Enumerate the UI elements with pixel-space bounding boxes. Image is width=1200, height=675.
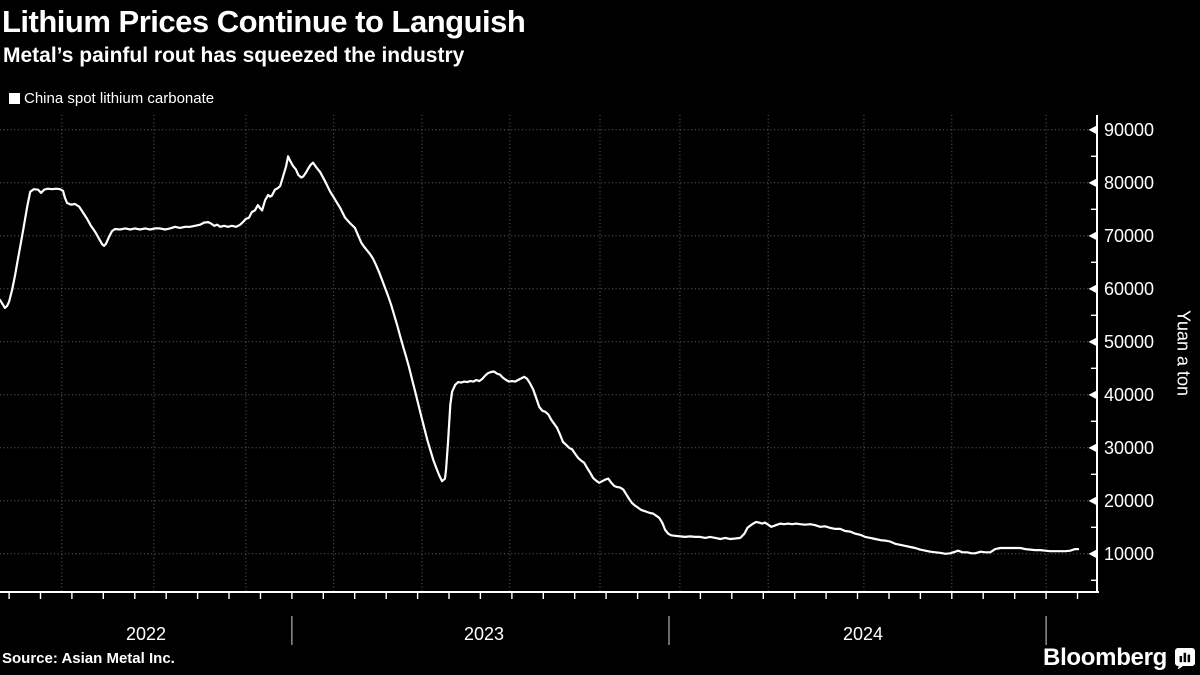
source-note: Source: Asian Metal Inc. (2, 650, 175, 667)
y-tick-label: 60000 (1104, 279, 1155, 299)
y-major-tick-arrow (1088, 337, 1097, 347)
y-tick-label: 20000 (1104, 491, 1155, 511)
x-year-label: 2022 (125, 624, 167, 644)
y-major-tick-arrow (1088, 284, 1097, 294)
chart-title: Lithium Prices Continue to Languish (2, 4, 526, 39)
legend-swatch-icon (9, 93, 20, 104)
price-line (0, 155, 1080, 555)
y-tick-label: 30000 (1104, 438, 1155, 458)
y-major-tick-arrow (1088, 231, 1097, 241)
y-tick-label: 50000 (1104, 332, 1155, 352)
y-tick-label: 10000 (1104, 544, 1155, 564)
y-major-tick-arrow (1088, 178, 1097, 188)
y-major-tick-arrow (1088, 443, 1097, 453)
y-major-tick-arrow (1088, 496, 1097, 506)
y-major-tick-arrow (1088, 549, 1097, 559)
chart-subtitle: Metal’s painful rout has squeezed the in… (3, 44, 465, 67)
y-major-tick-arrow (1088, 390, 1097, 400)
x-year-label: 2024 (842, 624, 884, 644)
x-year-label: 2023 (463, 624, 505, 644)
y-tick-label: 90000 (1104, 120, 1155, 140)
bloomberg-wordmark: Bloomberg (1043, 644, 1167, 671)
y-major-tick-arrow (1088, 125, 1097, 135)
y-tick-label: 40000 (1104, 385, 1155, 405)
y-tick-label: 80000 (1104, 173, 1155, 193)
bloomberg-terminal-icon (1175, 648, 1195, 669)
legend-label: China spot lithium carbonate (24, 90, 215, 107)
y-axis-title: Yuan a ton (1173, 309, 1194, 397)
y-tick-label: 70000 (1104, 226, 1155, 246)
bloomberg-logo: Bloomberg (1043, 644, 1196, 672)
legend: China spot lithium carbonate (9, 90, 214, 107)
